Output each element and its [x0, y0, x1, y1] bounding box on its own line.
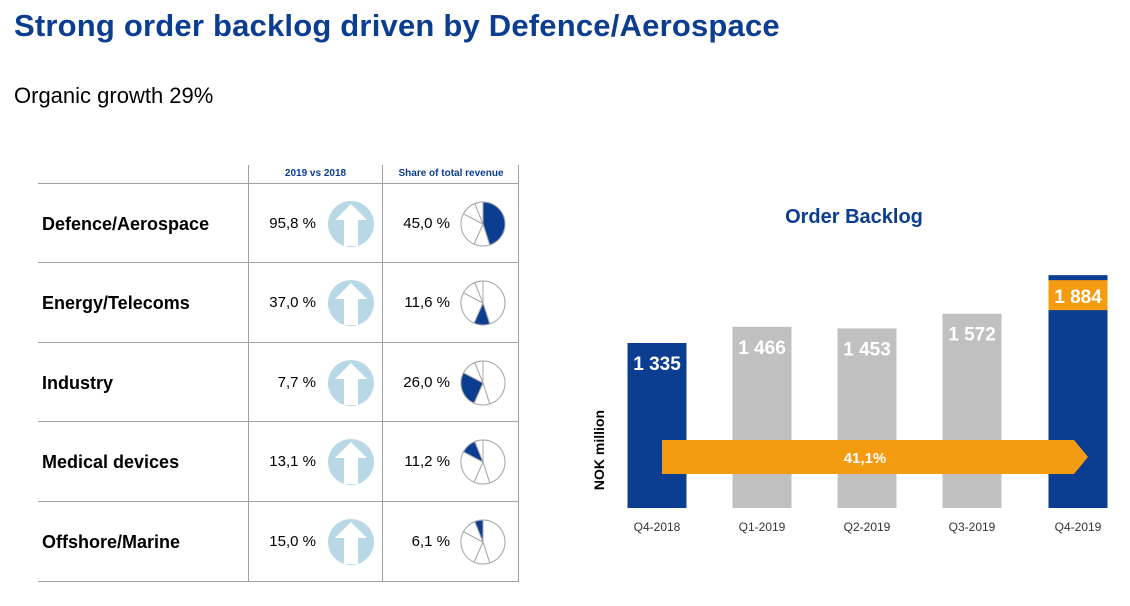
pie-slice: [474, 201, 484, 225]
pie-slice: [474, 360, 484, 384]
table-divider: [248, 165, 249, 582]
column-header-growth: 2019 vs 2018: [284, 168, 347, 179]
segment-name: Energy/Telecoms: [42, 293, 190, 313]
bar-value-label: 1 466: [738, 338, 786, 359]
table-row: Defence/Aerospace 95,8 % 45,0 %: [38, 184, 519, 264]
table-divider: [38, 342, 519, 343]
column-header-share: Share of total revenue: [398, 168, 504, 179]
table-divider: [518, 165, 519, 582]
chart-title: Order Backlog: [785, 206, 923, 228]
chart-canvas: NOK million 1 335 Q4-2018 1 466 Q1-2019 1 453…: [591, 275, 1108, 534]
x-tick-label: Q4-2018: [634, 520, 681, 534]
share-pie-icon: [460, 519, 506, 565]
table-divider: [38, 581, 519, 582]
growth-value: 37,0 %: [269, 294, 316, 311]
x-tick-label: Q4-2019: [1055, 520, 1102, 534]
growth-value: 15,0 %: [269, 533, 316, 550]
up-arrow-icon: [328, 280, 374, 326]
growth-arrow: [662, 440, 1088, 474]
y-axis-label: NOK million: [591, 410, 607, 490]
share-value: 6,1 %: [411, 533, 450, 550]
growth-arrow-label: 41,1%: [844, 450, 887, 467]
share-value: 45,0 %: [403, 215, 450, 232]
pie-slice: [482, 360, 506, 405]
table-row: Energy/Telecoms 37,0 % 11,6 %: [38, 263, 519, 343]
segment-table: 2019 vs 2018 Share of total revenue Defe…: [38, 165, 519, 582]
bar-q4-2018: [627, 343, 687, 508]
up-arrow-icon: [328, 201, 374, 247]
segment-name: Industry: [42, 373, 114, 393]
table-divider: [38, 262, 519, 263]
x-tick-label: Q1-2019: [739, 520, 786, 534]
value-label-box: [1048, 280, 1108, 311]
share-value: 26,0 %: [403, 374, 450, 391]
order-backlog-chart: Order Backlog NOK million 1 335 Q4-2018 1 4…: [570, 195, 1130, 555]
share-pie-icon: [460, 360, 506, 406]
growth-value: 7,7 %: [277, 374, 316, 391]
table-divider: [38, 421, 519, 422]
table-row: Industry 7,7 % 26,0 %: [38, 343, 519, 423]
table-divider: [382, 165, 383, 582]
table-divider: [38, 183, 519, 184]
bar-value-label: 1 884: [1054, 287, 1102, 308]
table-row: Offshore/Marine 15,0 % 6,1 %: [38, 502, 519, 582]
page-subtitle: Organic growth 29%: [14, 83, 214, 108]
pie-slice: [474, 280, 484, 304]
up-arrow-icon: [328, 360, 374, 406]
bar-q2-2019: [837, 328, 897, 508]
share-pie-icon: [460, 280, 506, 326]
bar-value-label: 1 453: [843, 339, 891, 360]
pie-slice-highlight: [482, 201, 506, 246]
bar-value-label: 1 572: [948, 325, 996, 346]
pie-slice: [474, 439, 484, 463]
pie-slice: [482, 439, 506, 484]
page-title: Strong order backlog driven by Defence/A…: [14, 8, 780, 43]
bar-value-label: 1 335: [633, 354, 681, 375]
segment-name: Medical devices: [42, 452, 180, 472]
pie-slice-highlight: [474, 519, 484, 543]
x-tick-label: Q3-2019: [949, 520, 996, 534]
pie-slice: [482, 280, 506, 325]
share-value: 11,2 %: [404, 453, 450, 470]
share-pie-icon: [460, 201, 506, 247]
share-pie-icon: [460, 439, 506, 485]
bar-q1-2019: [732, 326, 792, 508]
table-row: Medical devices 13,1 % 11,2 %: [38, 422, 519, 502]
growth-value: 95,8 %: [269, 215, 316, 232]
pie-slice: [482, 519, 506, 564]
segment-name: Offshore/Marine: [42, 532, 181, 552]
share-value: 11,6 %: [404, 294, 450, 311]
segment-name: Defence/Aerospace: [42, 214, 210, 234]
bar-q3-2019: [942, 313, 1002, 508]
x-tick-label: Q2-2019: [844, 520, 891, 534]
up-arrow-icon: [328, 519, 374, 565]
growth-value: 13,1 %: [269, 453, 316, 470]
up-arrow-icon: [328, 439, 374, 485]
table-divider: [38, 501, 519, 502]
